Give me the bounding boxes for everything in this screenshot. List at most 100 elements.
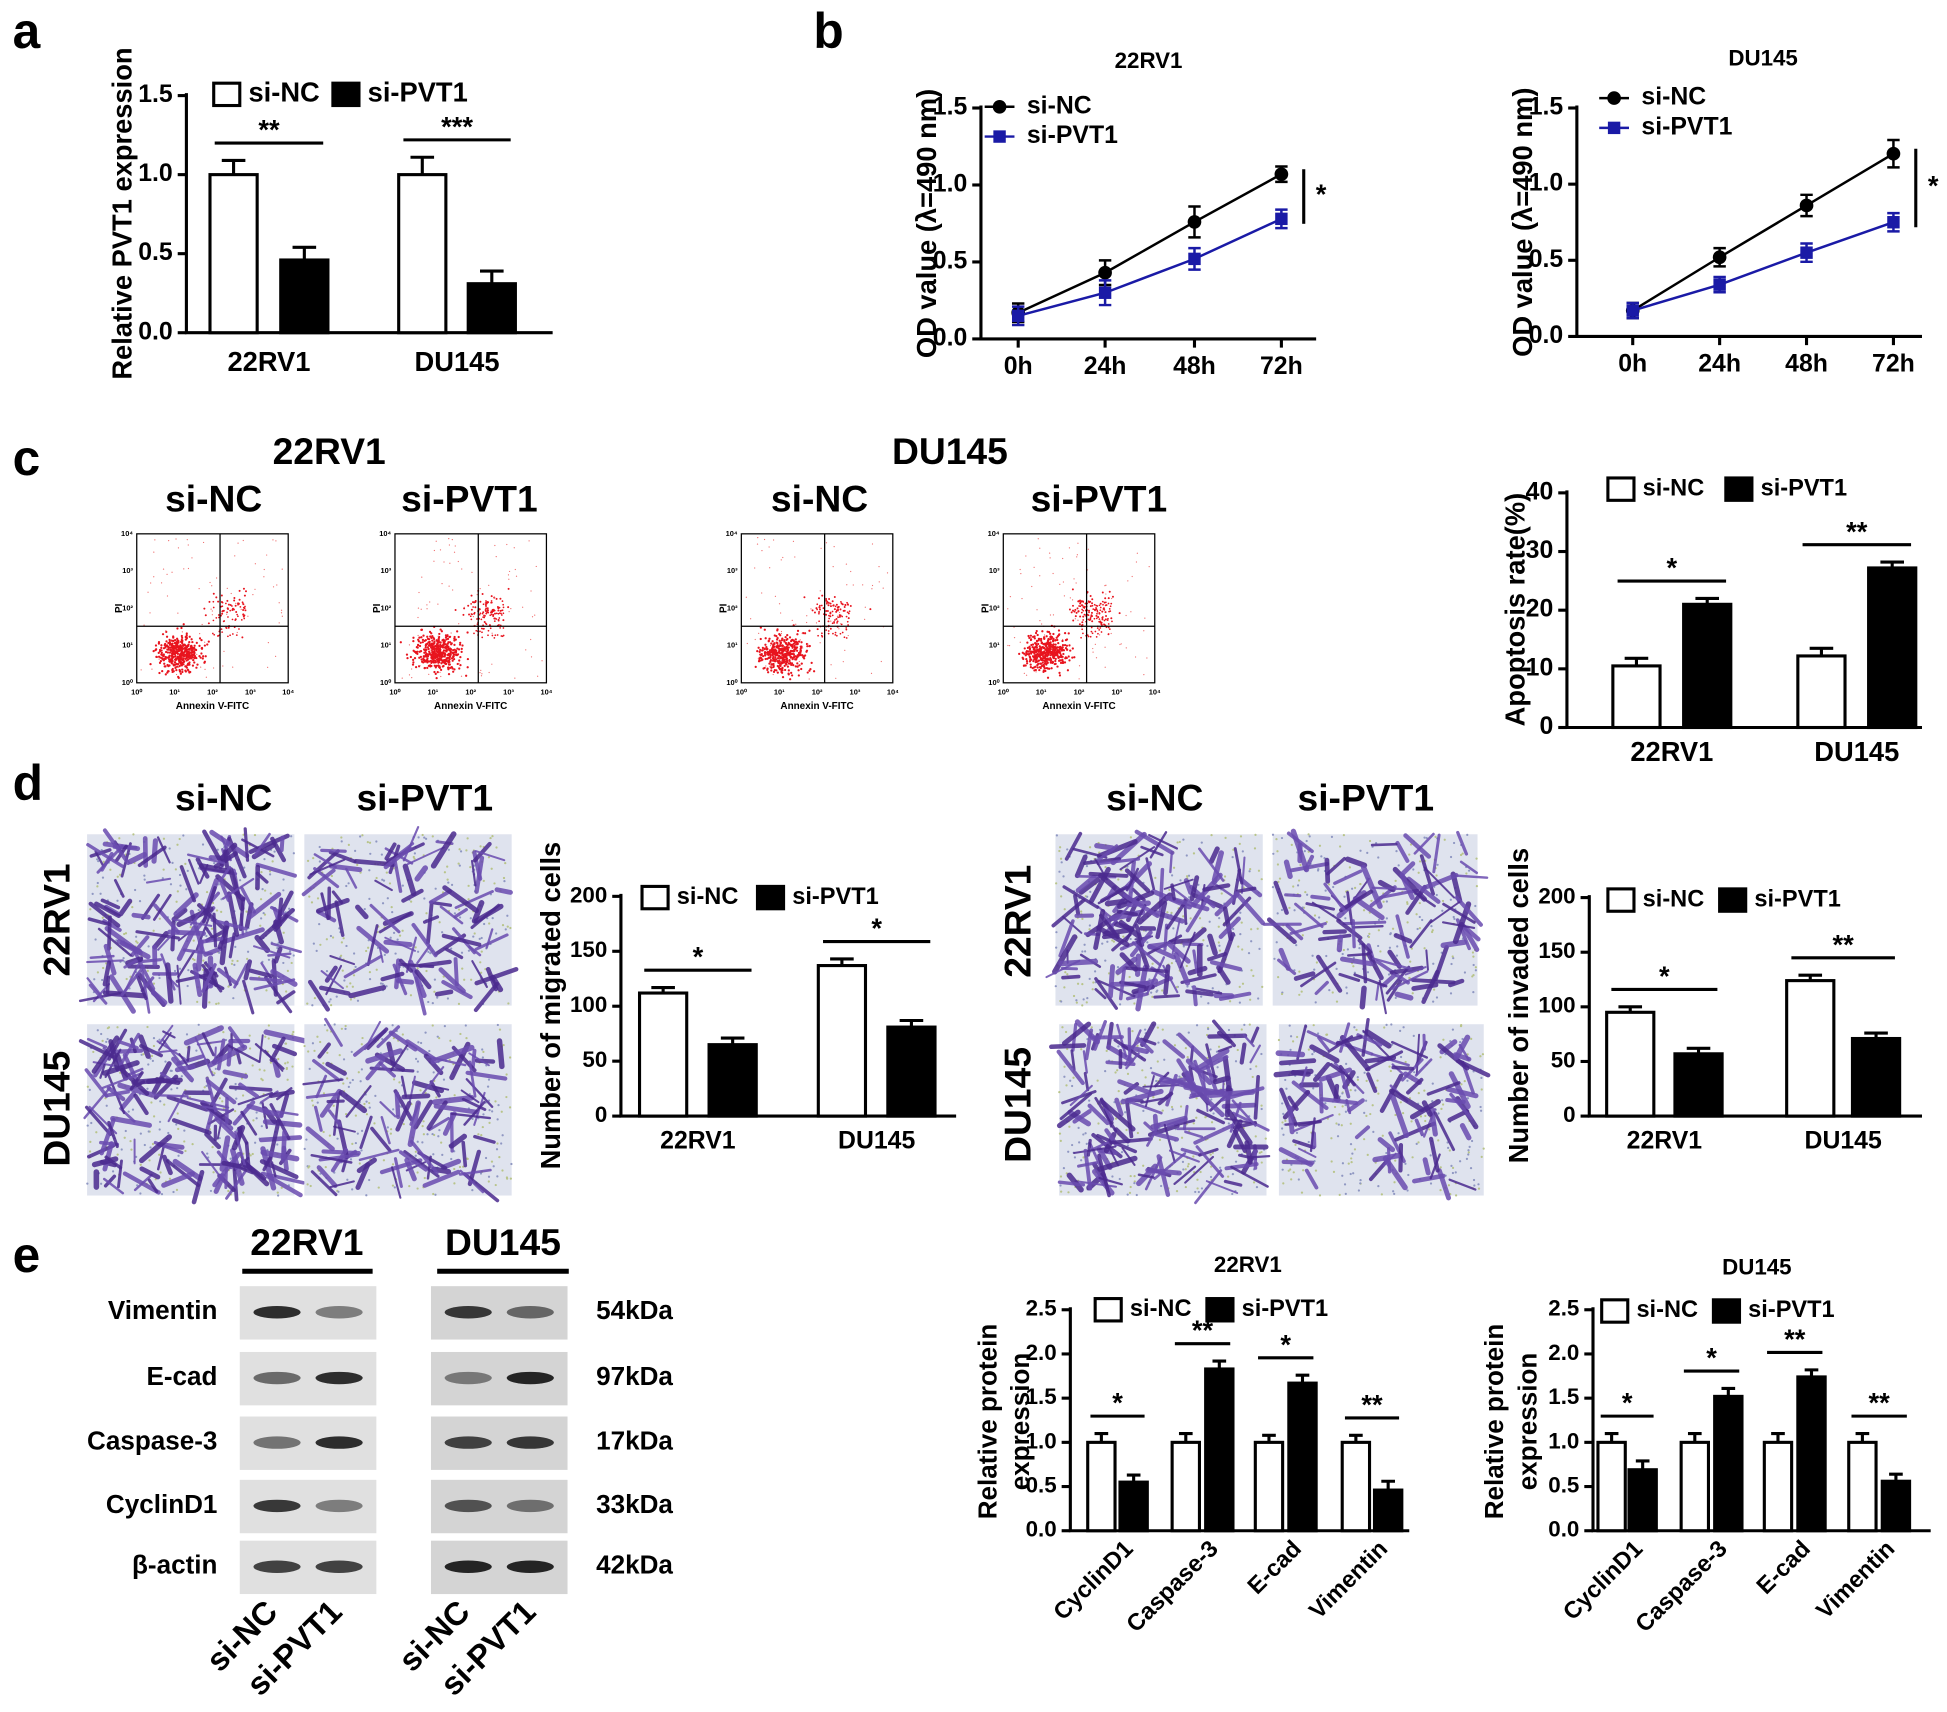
pore bbox=[479, 845, 482, 848]
flow-dot bbox=[1131, 575, 1133, 578]
flow-dot bbox=[170, 640, 172, 642]
flow-dot bbox=[437, 664, 440, 667]
flow-dot bbox=[272, 586, 275, 588]
pore bbox=[336, 1137, 339, 1140]
flow-dot bbox=[1036, 666, 1039, 669]
flow-dot bbox=[226, 599, 229, 602]
pore bbox=[1276, 912, 1279, 915]
flow-dot bbox=[811, 609, 814, 612]
flow-dot bbox=[1064, 638, 1068, 642]
flow-dot bbox=[1040, 641, 1044, 644]
pore bbox=[423, 836, 426, 839]
flow-dot bbox=[422, 661, 425, 664]
pore bbox=[319, 943, 322, 946]
pore bbox=[440, 1141, 443, 1144]
flow-y-tick: 10¹ bbox=[727, 641, 738, 650]
flow-x-tick: 10⁰ bbox=[736, 688, 747, 697]
cell bbox=[454, 890, 494, 909]
pore bbox=[383, 953, 386, 957]
pore bbox=[311, 1042, 315, 1045]
pore bbox=[111, 1170, 115, 1173]
cell bbox=[470, 859, 477, 887]
pore bbox=[251, 1064, 254, 1067]
pore bbox=[1238, 1001, 1241, 1004]
flow-dot bbox=[433, 670, 436, 674]
cell bbox=[118, 898, 133, 917]
flow-dot bbox=[1089, 605, 1092, 608]
flow-dot bbox=[1062, 652, 1065, 656]
flow-dot bbox=[499, 627, 502, 629]
flow-dot bbox=[834, 619, 836, 621]
flow-dot bbox=[412, 649, 415, 652]
pore bbox=[363, 907, 366, 911]
flow-dot bbox=[776, 664, 779, 668]
cell bbox=[1088, 871, 1129, 878]
flow-dot bbox=[1077, 610, 1080, 613]
cell bbox=[474, 850, 506, 862]
flow-dot bbox=[149, 612, 151, 614]
flow-dot bbox=[487, 629, 490, 632]
flow-dot bbox=[456, 630, 459, 633]
cell bbox=[264, 975, 293, 1014]
flow-dot bbox=[804, 654, 807, 657]
pore bbox=[416, 1171, 419, 1174]
flow-dot bbox=[846, 584, 848, 586]
pore bbox=[1178, 840, 1181, 844]
cell bbox=[280, 1129, 287, 1163]
flow-dot bbox=[240, 608, 242, 610]
flow-dot bbox=[180, 640, 183, 643]
flow-dot bbox=[1031, 635, 1035, 638]
pore bbox=[1280, 908, 1284, 912]
pore bbox=[393, 1186, 396, 1189]
pore bbox=[262, 911, 265, 915]
pore bbox=[1317, 868, 1320, 871]
pore bbox=[146, 969, 149, 972]
pore bbox=[484, 1156, 488, 1160]
flow-dot bbox=[841, 631, 844, 634]
flow-dot bbox=[756, 543, 759, 545]
flow-dot bbox=[211, 585, 213, 587]
flow-dot bbox=[498, 617, 501, 619]
cell bbox=[422, 915, 440, 924]
flow-dot bbox=[437, 635, 439, 637]
flow-dot bbox=[165, 640, 168, 643]
pore bbox=[159, 1171, 162, 1174]
flow-dot bbox=[763, 538, 766, 541]
pore bbox=[500, 1142, 503, 1145]
flow-dot bbox=[150, 582, 152, 584]
pore bbox=[318, 860, 321, 863]
flow-dot bbox=[764, 643, 767, 646]
flow-dot bbox=[421, 641, 424, 644]
pore bbox=[227, 1189, 230, 1193]
flow-dot bbox=[443, 660, 446, 663]
pore bbox=[88, 1150, 92, 1153]
pore bbox=[434, 887, 437, 890]
flow-dot bbox=[176, 627, 179, 630]
cell bbox=[369, 903, 401, 934]
flow-dot bbox=[237, 602, 239, 605]
flow-dot bbox=[170, 654, 173, 657]
flow-dot bbox=[836, 606, 839, 609]
flow-dot bbox=[490, 613, 493, 616]
cell bbox=[1104, 898, 1128, 907]
flow-dot bbox=[1107, 597, 1110, 600]
pore bbox=[1239, 835, 1243, 838]
flow-dot bbox=[1041, 651, 1044, 654]
flow-dot bbox=[785, 638, 788, 642]
flow-dot bbox=[1036, 609, 1038, 611]
micrograph-texture bbox=[78, 1023, 310, 1205]
flow-dot bbox=[457, 635, 460, 639]
flow-dot bbox=[1026, 646, 1030, 649]
pore bbox=[259, 924, 262, 927]
pore bbox=[193, 958, 196, 962]
flow-y-tick: 10¹ bbox=[122, 641, 133, 650]
pore bbox=[351, 985, 354, 988]
flow-dot bbox=[176, 652, 180, 655]
pore bbox=[292, 1030, 295, 1034]
flow-dot bbox=[1052, 639, 1055, 642]
cell bbox=[251, 842, 277, 860]
cell bbox=[366, 924, 379, 967]
flow-dot bbox=[1046, 640, 1049, 643]
pore bbox=[96, 1029, 99, 1032]
pore bbox=[401, 1033, 404, 1036]
